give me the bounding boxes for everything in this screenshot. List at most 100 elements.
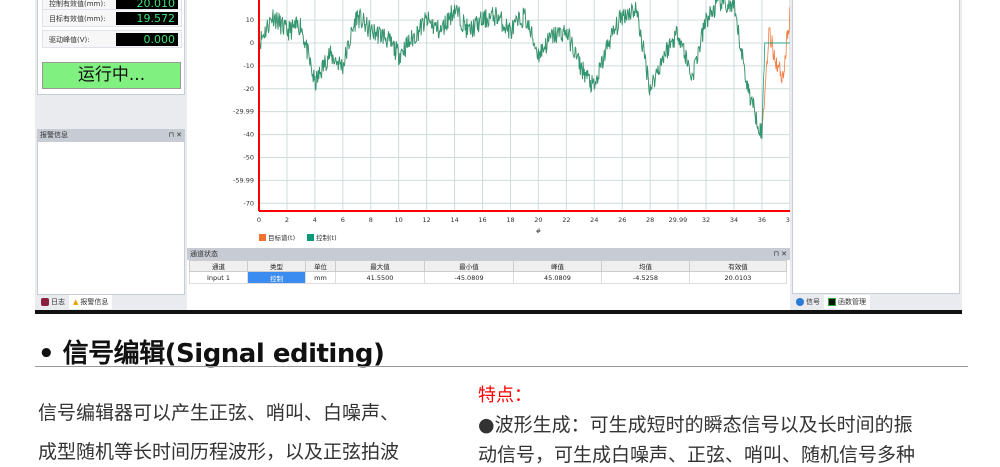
control-rms-label: 控制有效值(mm): (49, 0, 106, 8)
y-tick-label: -40 (243, 131, 254, 139)
channel-status-table: 通道 类型 单位 最大值 最小值 峰值 均值 有效值 Input 1 控制 mm… (189, 260, 787, 284)
target-rms-row: 目标有效值(mm): 19.572 (42, 9, 182, 27)
tab-alarm-label: 报警信息 (80, 298, 109, 306)
x-tick-label: 32 (702, 216, 710, 224)
chart-panel: 024681012141618202224262829.993234363810… (187, 0, 818, 246)
x-tick-label: 24 (590, 216, 598, 224)
drive-peak-value: 0.000 (116, 33, 178, 46)
channel-status-panel: 通道状态 ⊓ ✕ 通道 类型 单位 最大值 最小值 峰值 均值 有效值 Input… (187, 246, 790, 310)
tab-signal-label: 信号 (806, 298, 820, 306)
cell-type[interactable]: 控制 (247, 271, 306, 284)
cell-unit: mm (305, 271, 336, 284)
x-tick-label: 20 (534, 216, 542, 224)
y-tick-label: -20 (243, 85, 254, 93)
y-tick-label: -10 (243, 62, 254, 70)
col-rms: 有效值 (689, 260, 787, 272)
feature-line-2: 动信号，可生成白噪声、正弦、哨叫、随机信号多种 (478, 444, 916, 466)
tab-log-label: 日志 (51, 298, 65, 306)
info-icon (796, 298, 804, 306)
channel-status-header: 通道状态 ⊓ ✕ (187, 248, 790, 260)
x-tick-label: 16 (478, 216, 486, 224)
x-tick-label: 22 (562, 216, 570, 224)
table-row[interactable]: Input 1 控制 mm 41.5500 -45.0809 45.0809 -… (189, 271, 787, 284)
features-label: 特点： (478, 385, 532, 406)
target-rms-value: 19.572 (116, 12, 178, 25)
tab-log[interactable]: 日志 (37, 295, 69, 309)
col-max: 最大值 (335, 260, 425, 272)
channel-status-title: 通道状态 (190, 250, 218, 258)
running-button[interactable]: 运行中... (42, 62, 181, 89)
x-tick-label: 8 (369, 216, 373, 224)
x-tick-label: 14 (450, 216, 458, 224)
x-tick-label: 10 (395, 216, 403, 224)
cell-peak: 45.0809 (513, 271, 602, 284)
x-tick-label: 2 (285, 216, 289, 224)
y-tick-label: -70 (243, 199, 254, 207)
left-panel: 控制有效值(mm): 20.010 目标有效值(mm): 19.572 驱动峰值(V… (35, 0, 187, 310)
intro-line-1: 信号编辑器可以产生正弦、哨叫、白噪声、 (38, 402, 400, 424)
pin-close-icon[interactable]: ⊓ ✕ (773, 250, 787, 258)
col-unit: 单位 (305, 260, 336, 272)
x-tick-label: 34 (730, 216, 738, 224)
cell-rms: 20.0103 (689, 271, 787, 284)
x-tick-label: 38 (786, 216, 790, 224)
col-channel: 通道 (189, 260, 248, 272)
col-type: 类型 (247, 260, 306, 272)
alarm-panel-header: 报警信息 ⊓ ✕ (37, 129, 185, 141)
alarm-panel-title: 报警信息 (40, 131, 68, 139)
right-panel: 信号 函数管理 (790, 0, 962, 310)
warning-icon: ▲ (73, 298, 79, 306)
col-min: 最小值 (424, 260, 514, 272)
cell-min: -45.0809 (424, 271, 514, 284)
x-tick-label: 28 (646, 216, 654, 224)
tab-alarm[interactable]: ▲ 报警信息 (69, 295, 113, 309)
left-tabs: 日志 ▲ 报警信息 (37, 295, 113, 309)
section-heading: • 信号编辑(Signal editing) (38, 339, 385, 369)
feature-line-1: ●波形生成：可生成短时的瞬态信号以及长时间的振 (478, 414, 913, 436)
x-tick-label: 12 (422, 216, 430, 224)
y-tick-label: 10 (246, 16, 254, 24)
control-rms-value: 20.010 (116, 0, 178, 10)
x-tick-label: 36 (758, 216, 766, 224)
right-panel-body (792, 0, 960, 294)
y-tick-label: -59.99 (233, 176, 254, 184)
drive-peak-row: 驱动峰值(V): 0.000 (42, 30, 182, 48)
tab-signal[interactable]: 信号 (792, 295, 824, 309)
col-mean: 均值 (601, 260, 690, 272)
readout-panel: 控制有效值(mm): 20.010 目标有效值(mm): 19.572 驱动峰值(V… (37, 0, 185, 95)
drive-peak-label: 驱动峰值(V): (49, 36, 90, 44)
cell-mean: -4.5258 (601, 271, 690, 284)
right-tabs: 信号 函数管理 (792, 295, 870, 309)
x-tick-label: 6 (341, 216, 345, 224)
cell-max: 41.5500 (335, 271, 425, 284)
legend-checkbox-icon (259, 234, 266, 241)
tab-function-manager[interactable]: 函数管理 (824, 295, 870, 309)
log-icon (41, 298, 49, 306)
alarm-panel-body (37, 141, 185, 295)
x-tick-label: 29.99 (669, 216, 688, 224)
app-window: 控制有效值(mm): 20.010 目标有效值(mm): 19.572 驱动峰值(V… (35, 0, 962, 314)
y-tick-label: -50 (243, 154, 254, 162)
x-tick-label: 0 (257, 216, 261, 224)
legend-label: 目标谱(t) (268, 233, 295, 242)
legend-checkbox-icon (307, 234, 314, 241)
tab-function-label: 函数管理 (838, 298, 866, 306)
intro-line-2: 成型随机等长时间历程波形，以及正弦拍波 (38, 441, 400, 463)
pin-close-icon[interactable]: ⊓ ✕ (168, 131, 182, 139)
function-icon (828, 298, 836, 306)
target-rms-label: 目标有效值(mm): (49, 15, 106, 23)
cell-channel: Input 1 (189, 271, 248, 284)
x-tick-label: 18 (506, 216, 514, 224)
series-line-control (258, 0, 797, 140)
waveform-chart: 024681012141618202224262829.993234363810… (233, 0, 818, 242)
x-tick-label: 26 (618, 216, 626, 224)
heading-divider (35, 366, 968, 367)
legend-label: 控制(t) (316, 233, 337, 242)
taskbar (35, 310, 962, 314)
col-peak: 峰值 (513, 260, 602, 272)
y-tick-label: 0 (250, 39, 254, 47)
table-header-row: 通道 类型 单位 最大值 最小值 峰值 均值 有效值 (189, 260, 787, 272)
y-tick-label: -29.99 (233, 108, 254, 116)
x-tick-label: 4 (313, 216, 317, 224)
x-axis-label: # (536, 227, 541, 235)
